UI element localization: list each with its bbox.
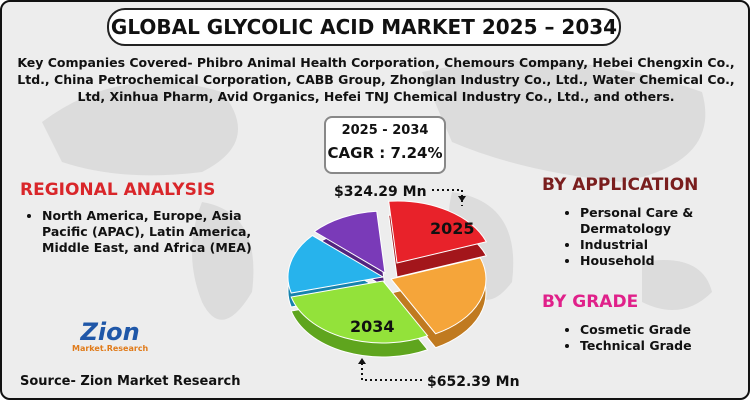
source: Source- Zion Market Research <box>20 374 241 389</box>
pie-slice <box>390 257 487 335</box>
list-item: Industrial <box>580 237 748 253</box>
key-companies: Key Companies Covered- Phibro Animal Hea… <box>17 55 735 104</box>
application-list: Personal Care & DermatologyIndustrialHou… <box>562 205 748 269</box>
list-item: Personal Care & Dermatology <box>580 205 748 237</box>
list-item: Household <box>580 253 748 269</box>
list-item: Cosmetic Grade <box>580 322 748 338</box>
pie-slice <box>290 280 429 344</box>
cagr-period: 2025 - 2034 <box>341 123 429 138</box>
pie-slice <box>388 200 488 264</box>
grade-list: Cosmetic GradeTechnical Grade <box>562 322 748 354</box>
pointer-2025 <box>432 189 463 206</box>
pie-slice <box>287 234 385 294</box>
logo: Zion Market.Research <box>72 320 148 353</box>
cagr-box: 2025 - 2034 CAGR : 7.24% <box>324 116 446 174</box>
application-title: BY APPLICATION <box>542 175 699 195</box>
arrow-2025 <box>458 196 466 202</box>
list-item: North America, Europe, Asia Pacific (APA… <box>42 208 282 256</box>
arrow-2034 <box>358 358 366 364</box>
logo-name: Zion <box>80 318 140 346</box>
start-value: $324.29 Mn <box>334 184 427 200</box>
pie-slice <box>313 210 386 274</box>
title: GLOBAL GLYCOLIC ACID MARKET 2025 – 2034 <box>107 8 621 46</box>
regional-list: North America, Europe, Asia Pacific (APA… <box>24 208 282 256</box>
grade-title: BY GRADE <box>542 292 639 312</box>
end-value: $652.39 Mn <box>427 374 520 390</box>
regional-title: REGIONAL ANALYSIS <box>20 180 216 200</box>
end-year: 2034 <box>350 317 395 336</box>
start-year: 2025 <box>430 219 475 238</box>
cagr-label: CAGR : 7.24% <box>327 144 443 162</box>
list-item: Technical Grade <box>580 338 748 354</box>
logo-sub: Market.Research <box>72 344 149 353</box>
pointer-2034 <box>361 362 422 381</box>
